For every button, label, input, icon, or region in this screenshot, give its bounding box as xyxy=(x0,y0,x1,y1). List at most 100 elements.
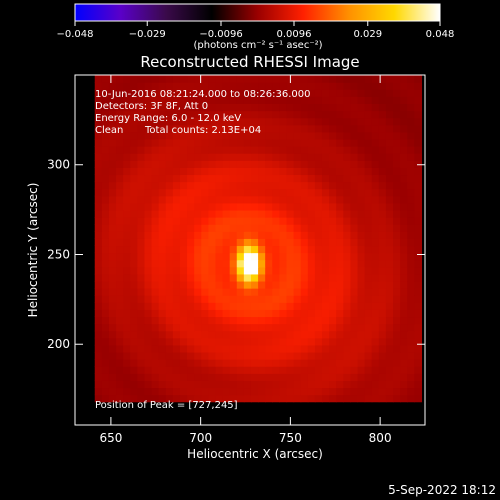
heatmap-cell xyxy=(187,259,195,268)
heatmap-cell xyxy=(208,252,217,261)
heatmap-cell xyxy=(144,153,153,161)
heatmap-cell xyxy=(272,238,280,247)
heatmap-cell xyxy=(336,202,344,211)
heatmap-cell xyxy=(314,309,323,318)
heatmap-cell xyxy=(286,366,295,374)
heatmap-cell xyxy=(357,330,366,339)
heatmap-cell xyxy=(130,323,138,332)
heatmap-cell xyxy=(385,266,394,275)
heatmap-cell xyxy=(144,195,153,204)
heatmap-cell xyxy=(286,96,295,104)
heatmap-cell xyxy=(137,344,146,353)
heatmap-cell xyxy=(130,373,138,381)
heatmap-cell xyxy=(108,96,117,104)
heatmap-cell xyxy=(236,380,245,389)
heatmap-cell xyxy=(343,309,351,318)
heatmap-cell xyxy=(201,366,209,374)
heatmap-cell xyxy=(215,195,224,204)
heatmap-cell xyxy=(258,245,266,254)
heatmap-cell xyxy=(101,323,110,332)
heatmap-cell xyxy=(286,351,295,360)
heatmap-cell xyxy=(350,394,359,403)
heatmap-cell xyxy=(300,387,309,396)
heatmap-cell xyxy=(243,344,252,353)
heatmap-cell xyxy=(165,217,174,225)
heatmap-cell xyxy=(208,217,217,225)
heatmap-cell xyxy=(272,366,280,374)
heatmap-cell xyxy=(229,245,238,254)
heatmap-cell xyxy=(222,380,231,389)
heatmap-cell xyxy=(400,160,408,168)
heatmap-cell xyxy=(293,195,302,204)
heatmap-cell xyxy=(101,167,110,176)
heatmap-cell xyxy=(414,351,423,360)
heatmap-cell xyxy=(194,323,202,332)
heatmap-cell xyxy=(229,110,238,119)
heatmap-cell xyxy=(350,195,359,204)
heatmap-cell xyxy=(279,259,288,268)
heatmap-cell xyxy=(94,351,103,360)
heatmap-cell xyxy=(336,316,344,325)
heatmap-cell xyxy=(236,160,245,168)
heatmap-cell xyxy=(158,202,167,211)
heatmap-cell xyxy=(151,394,160,403)
heatmap-cell xyxy=(265,351,273,360)
heatmap-cell xyxy=(400,259,408,268)
heatmap-cell xyxy=(414,330,423,339)
heatmap-cell xyxy=(307,359,316,367)
heatmap-cell xyxy=(350,373,359,381)
heatmap-cell xyxy=(194,160,202,168)
heatmap-cell xyxy=(130,124,138,133)
heatmap-cell xyxy=(116,252,124,261)
colorbar-tick-label: −0.048 xyxy=(56,29,93,40)
heatmap-cell xyxy=(293,146,302,154)
heatmap-cell xyxy=(116,96,124,104)
heatmap-cell xyxy=(371,96,380,104)
heatmap-cell xyxy=(321,209,330,218)
heatmap-cell xyxy=(378,323,387,332)
heatmap-cell xyxy=(293,153,302,161)
heatmap-cell xyxy=(286,160,295,168)
heatmap-cell xyxy=(350,124,359,133)
heatmap-cell xyxy=(378,295,387,303)
heatmap-cell xyxy=(293,387,302,396)
heatmap-cell xyxy=(272,195,280,204)
heatmap-cell xyxy=(414,373,423,381)
heatmap-cell xyxy=(94,167,103,176)
heatmap-cell xyxy=(364,373,373,381)
heatmap-cell xyxy=(393,209,401,218)
heatmap-cell xyxy=(165,380,174,389)
heatmap-cell xyxy=(378,344,387,353)
heatmap-cell xyxy=(108,160,117,168)
heatmap-cell xyxy=(279,344,288,353)
heatmap-cell xyxy=(279,316,288,325)
heatmap-cell xyxy=(116,323,124,332)
heatmap-cell xyxy=(321,224,330,232)
heatmap-cell xyxy=(378,316,387,325)
heatmap-cell xyxy=(265,231,273,239)
heatmap-cell xyxy=(400,82,408,90)
heatmap-cell xyxy=(357,160,366,168)
heatmap-cell xyxy=(371,181,380,190)
heatmap-cell xyxy=(158,167,167,176)
heatmap-cell xyxy=(314,273,323,282)
heatmap-cell xyxy=(329,110,337,119)
heatmap-cell xyxy=(321,359,330,367)
heatmap-cell xyxy=(137,280,146,289)
heatmap-cell xyxy=(321,302,330,310)
heatmap-cell xyxy=(279,82,288,90)
heatmap-cell xyxy=(385,188,394,197)
heatmap-cell xyxy=(116,217,124,225)
heatmap-cell xyxy=(215,366,224,374)
heatmap-cell xyxy=(158,366,167,374)
heatmap-cell xyxy=(215,160,224,168)
heatmap-cell xyxy=(293,245,302,254)
heatmap-cell xyxy=(250,309,259,318)
heatmap-cell xyxy=(300,380,309,389)
heatmap-cell xyxy=(165,309,174,318)
heatmap-cell xyxy=(343,202,351,211)
heatmap-cell xyxy=(407,266,415,275)
heatmap-cell xyxy=(116,124,124,133)
heatmap-cell xyxy=(321,387,330,396)
heatmap-cell xyxy=(229,359,238,367)
